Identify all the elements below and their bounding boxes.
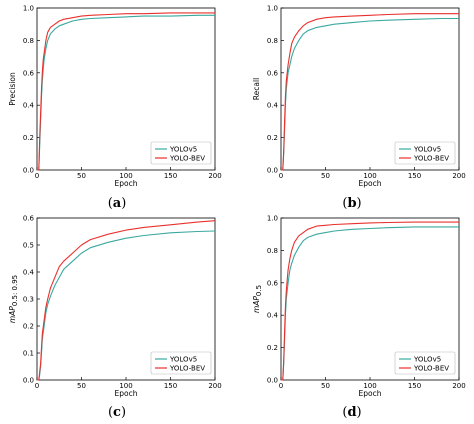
legend-entry-label: YOLO-BEV — [169, 155, 205, 163]
panel-caption: (b) — [342, 196, 361, 211]
y-tick-label: 0.6 — [23, 215, 35, 223]
chart-panel-b: 0 50 100 150 200 0.0 0.2 0.4 0.6 0.8 1.0 Epoch Recal… — [252, 5, 466, 189]
x-axis-label: Epoch — [115, 179, 138, 188]
y-tick-label: 0.5 — [23, 242, 34, 250]
caption-letter: a — [113, 196, 122, 211]
x-tick-label: 100 — [119, 172, 132, 180]
y-tick-label: 0.2 — [23, 134, 34, 142]
y-tick-label: 0.8 — [267, 247, 278, 255]
x-tick-label: 50 — [77, 172, 86, 180]
x-tick-label: 150 — [408, 172, 421, 180]
x-tick-label: 0 — [35, 172, 39, 180]
y-tick-label: 0.0 — [267, 377, 278, 385]
y-tick-label: 0.8 — [267, 37, 278, 45]
x-tick-label: 200 — [208, 172, 221, 180]
y-tick-label: 0.0 — [23, 167, 34, 175]
y-axis-label-subscript: 0.5: 0.95 — [11, 275, 19, 306]
legend-entry-label: YOLOv5 — [413, 356, 441, 364]
y-tick-label: 0.6 — [23, 69, 35, 77]
y-tick-label: 0.6 — [267, 279, 279, 287]
y-tick-label: 0.8 — [23, 37, 34, 45]
caption-close: ) — [357, 196, 362, 211]
x-tick-label: 100 — [119, 382, 132, 390]
y-tick-label: 0.4 — [267, 102, 279, 110]
series-line-yolo-bev — [281, 13, 459, 171]
caption-letter: d — [347, 405, 356, 420]
y-tick-label: 1.0 — [267, 5, 278, 13]
x-tick-label: 0 — [279, 172, 283, 180]
x-tick-label: 50 — [321, 382, 330, 390]
y-tick-label: 0.2 — [267, 344, 278, 352]
y-tick-label: 0.0 — [23, 377, 34, 385]
x-axis-label: Epoch — [115, 389, 138, 398]
panel-caption: (d) — [342, 405, 361, 420]
x-tick-label: 100 — [363, 172, 376, 180]
x-tick-label: 200 — [208, 382, 221, 390]
caption-letter: b — [347, 196, 356, 211]
caption-open: ( — [108, 405, 113, 420]
y-tick-label: 0.0 — [267, 167, 278, 175]
y-axis-label-main: mAP — [8, 306, 17, 323]
y-tick-label: 0.4 — [23, 102, 35, 110]
y-axis-label: mAP0.5: 0.95 — [8, 275, 19, 323]
caption-open: ( — [342, 405, 347, 420]
y-axis-label-main: mAP — [252, 296, 261, 313]
x-tick-label: 0 — [279, 382, 283, 390]
legend-entry-label: YOLOv5 — [169, 356, 197, 364]
legend-entry-label: YOLO-BEV — [413, 155, 449, 163]
y-axis-label-subscript: 0.5 — [255, 285, 263, 296]
series-line-yolo-bev — [37, 12, 215, 171]
x-tick-label: 150 — [164, 172, 177, 180]
legend-entry-label: YOLO-BEV — [413, 365, 449, 373]
x-tick-label: 50 — [77, 382, 86, 390]
y-tick-label: 0.3 — [23, 296, 34, 304]
y-tick-label: 0.2 — [23, 323, 34, 331]
y-tick-label: 1.0 — [267, 215, 278, 223]
y-axis-label-main: Recall — [252, 78, 261, 100]
x-tick-label: 0 — [35, 382, 39, 390]
y-axis-label: Precision — [8, 72, 17, 106]
y-tick-label: 1.0 — [23, 5, 34, 13]
y-tick-label: 0.1 — [23, 350, 34, 358]
y-axis-label: mAP0.5 — [252, 285, 263, 313]
y-axis-label-main: Precision — [8, 72, 17, 106]
chart-panel-d: 0 50 100 150 200 0.0 0.2 0.4 0.6 0.8 1.0 Epoch mAP0.… — [252, 215, 466, 399]
panel-caption: (c) — [108, 405, 126, 420]
legend-entry-label: YOLOv5 — [413, 146, 441, 154]
caption-open: ( — [342, 196, 347, 211]
x-axis-label: Epoch — [359, 389, 382, 398]
legend-entry-label: YOLOv5 — [169, 146, 197, 154]
x-tick-label: 100 — [363, 382, 376, 390]
legend-entry-label: YOLO-BEV — [169, 365, 205, 373]
panel-caption: (a) — [108, 196, 127, 211]
caption-close: ) — [357, 405, 362, 420]
caption-close: ) — [121, 405, 126, 420]
x-tick-label: 200 — [452, 172, 465, 180]
caption-letter: c — [113, 405, 121, 420]
caption-open: ( — [108, 196, 113, 211]
chart-panel-c: 0 50 100 150 200 0.0 0.1 0.2 0.3 0.4 0.5 0.6 Epoch mA… — [8, 215, 222, 399]
x-tick-label: 150 — [408, 382, 421, 390]
chart-panel-a: 0 50 100 150 200 0.0 0.2 0.4 0.6 0.8 1.0 Epoch Preci… — [8, 5, 222, 189]
y-tick-label: 0.6 — [267, 69, 279, 77]
y-tick-label: 0.4 — [23, 269, 35, 277]
x-tick-label: 200 — [452, 382, 465, 390]
y-axis-label: Recall — [252, 78, 261, 100]
y-tick-label: 0.4 — [267, 312, 279, 320]
series-line-yolo-bev — [281, 221, 459, 381]
x-axis-label: Epoch — [359, 179, 382, 188]
y-tick-label: 0.2 — [267, 134, 278, 142]
caption-close: ) — [121, 196, 126, 211]
x-tick-label: 50 — [321, 172, 330, 180]
series-line-yolo-bev — [37, 220, 216, 381]
x-tick-label: 150 — [164, 382, 177, 390]
